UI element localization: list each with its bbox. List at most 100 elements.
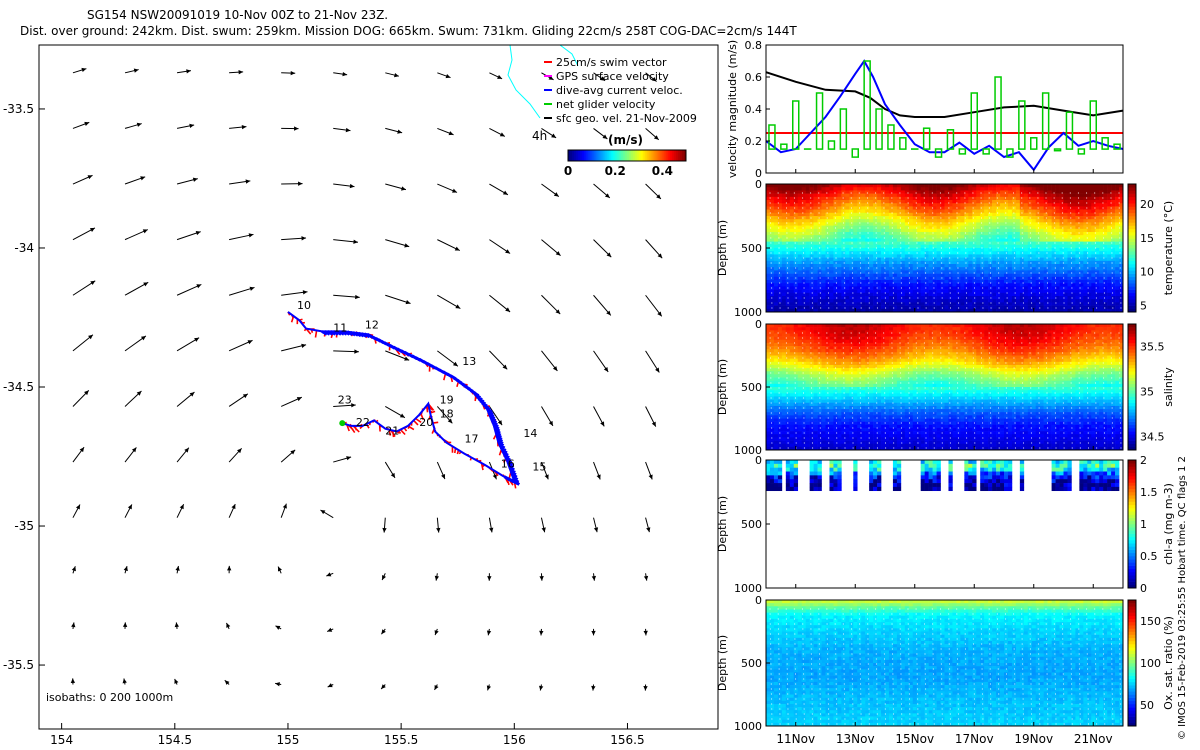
heatmap-cell	[1011, 241, 1017, 246]
heatmap-cell	[1099, 232, 1104, 236]
heatmap-cell	[769, 184, 775, 188]
heatmap-cell	[956, 222, 961, 226]
heatmap-cell	[912, 305, 918, 310]
heatmap-cell	[932, 244, 937, 249]
heatmap-cell	[837, 200, 842, 204]
colorbar-cell	[660, 150, 663, 161]
heatmap-cell	[829, 415, 834, 419]
heatmap-cell	[976, 193, 981, 198]
heatmap-cell	[1103, 305, 1108, 310]
heatmap-cell	[944, 270, 949, 274]
heatmap-cell	[1103, 283, 1108, 287]
heatmap-cell	[837, 308, 842, 313]
heatmap-cell	[769, 238, 775, 242]
heatmap-cell	[940, 289, 945, 294]
heatmap-cell	[809, 299, 814, 303]
heatmap-cell	[777, 380, 783, 385]
heatmap-cell	[773, 434, 779, 438]
heatmap-cell	[789, 405, 795, 410]
heatmap-cell	[841, 330, 846, 334]
heatmap-cell	[766, 424, 771, 429]
heatmap-cell	[857, 238, 862, 242]
heatmap-cell	[1000, 232, 1005, 236]
heatmap-cell	[1000, 200, 1005, 204]
heatmap-cell	[928, 184, 933, 188]
heatmap-cell	[853, 393, 858, 397]
heatmap-cell	[837, 228, 842, 233]
heatmap-cell	[1027, 225, 1033, 230]
heatmap-cell	[766, 342, 771, 347]
heatmap-cell	[1023, 270, 1029, 274]
heatmap-cell	[1039, 196, 1044, 201]
heatmap-cell	[1083, 299, 1088, 303]
heatmap-cell	[968, 228, 973, 233]
heatmap-cell	[928, 196, 933, 201]
heatmap-cell	[1107, 206, 1112, 210]
heatmap-cell	[1043, 206, 1048, 210]
heatmap-cell	[1103, 270, 1108, 274]
heatmap-cell	[797, 222, 802, 226]
heatmap-cell	[1059, 292, 1064, 297]
heatmap-cell	[1067, 219, 1072, 223]
heatmap-cell	[1079, 196, 1084, 201]
heatmap-cell	[829, 346, 834, 350]
heatmap-cell	[813, 222, 818, 226]
heatmap-cell	[793, 415, 799, 419]
heatmap-cell	[833, 244, 838, 249]
heatmap-cell	[817, 184, 822, 188]
heatmap-cell	[777, 412, 783, 416]
heatmap-cell	[920, 193, 925, 198]
heatmap-cell	[1000, 216, 1005, 220]
heatmap-cell	[936, 248, 941, 252]
heatmap-cell	[1015, 276, 1021, 281]
heatmap-cell	[777, 443, 783, 448]
heatmap-cell	[964, 228, 969, 233]
heatmap-cell	[1075, 286, 1080, 290]
heatmap-cell	[877, 260, 882, 265]
heatmap-cell	[944, 280, 949, 284]
heatmap-cell	[833, 355, 838, 359]
heatmap-cell	[1067, 302, 1072, 306]
heatmap-cell	[952, 260, 957, 265]
heatmap-cell	[988, 235, 993, 239]
heatmap-cell	[936, 273, 941, 278]
heatmap-cell	[900, 216, 906, 220]
heatmap-cell	[789, 349, 795, 353]
heatmap-cell	[797, 427, 802, 432]
heatmap-cell	[1111, 209, 1116, 214]
heatmap-cell	[1075, 254, 1080, 258]
heatmap-cell	[940, 270, 945, 274]
heatmap-cell	[813, 225, 818, 230]
geo-velocity-arrow	[124, 281, 149, 296]
heatmap-cell	[888, 244, 894, 249]
heatmap-cell	[1083, 248, 1088, 252]
heatmap-cell	[928, 216, 933, 220]
heatmap-cell	[1099, 228, 1104, 233]
heatmap-cell	[1103, 196, 1108, 201]
heatmap-cell	[837, 424, 842, 429]
heatmap-cell	[881, 276, 886, 281]
heatmap-cell	[976, 187, 981, 191]
heatmap-cell	[813, 399, 818, 404]
heatmap-cell	[781, 196, 787, 201]
heatmap-cell	[1047, 196, 1052, 201]
heatmap-cell	[1055, 241, 1060, 246]
heatmap-cell	[984, 280, 989, 284]
heatmap-cell	[916, 196, 921, 201]
heatmap-cell	[1047, 244, 1052, 249]
heatmap-cell	[948, 241, 953, 246]
heatmap-cell	[1004, 292, 1009, 297]
heatmap-cell	[781, 276, 787, 281]
heatmap-cell	[861, 206, 866, 210]
heatmap-cell	[1087, 296, 1092, 300]
heatmap-cell	[956, 200, 961, 204]
heatmap-cell	[837, 409, 842, 413]
heatmap-cell	[996, 270, 1001, 274]
heatmap-cell	[960, 260, 965, 265]
heatmap-cell	[849, 292, 854, 297]
heatmap-cell	[976, 184, 981, 188]
heatmap-cell	[825, 324, 830, 328]
heatmap-cell	[769, 330, 775, 334]
heatmap-cell	[829, 446, 834, 451]
heatmap-cell	[1087, 241, 1092, 246]
